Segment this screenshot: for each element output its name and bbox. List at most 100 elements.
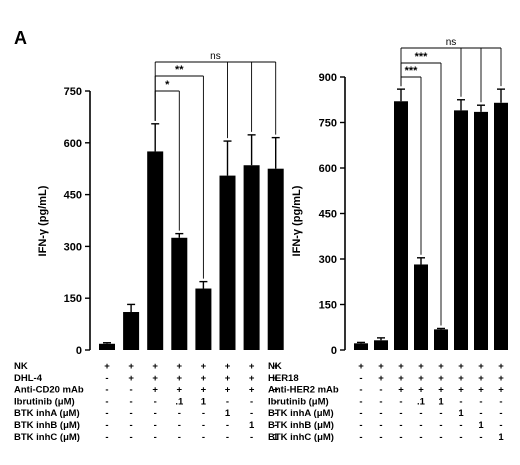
y-tick-label: 150 [64, 293, 82, 305]
condition-cell: - [154, 432, 157, 443]
condition-cell: + [478, 361, 484, 372]
bar [474, 111, 488, 350]
condition-cell: - [479, 408, 482, 419]
condition-cell: 1 [249, 420, 255, 431]
condition-label: Anti-HER2 mAb [268, 385, 339, 396]
condition-cell: - [459, 396, 462, 407]
condition-label: NK [14, 361, 28, 372]
y-tick-label: 900 [319, 72, 337, 84]
condition-cell: + [225, 373, 231, 384]
condition-cell: + [152, 361, 158, 372]
condition-cell: - [439, 432, 442, 443]
y-tick-label: 750 [319, 118, 337, 130]
condition-label: HER18 [268, 373, 299, 384]
condition-cell: - [439, 408, 442, 419]
condition-cell: + [201, 373, 207, 384]
condition-cell: 1 [201, 396, 207, 407]
condition-label: Anti-CD20 mAb [14, 385, 84, 396]
condition-cell: + [249, 373, 255, 384]
condition-cell: + [438, 361, 444, 372]
condition-cell: - [399, 420, 402, 431]
condition-cell: + [418, 361, 424, 372]
condition-cell: - [202, 420, 205, 431]
y-tick-label: 300 [319, 254, 337, 266]
condition-cell: + [177, 373, 183, 384]
bar [147, 151, 164, 350]
condition-cell: + [249, 385, 255, 396]
y-tick-label: 300 [64, 241, 82, 253]
condition-label: Ibrutinib (μM) [14, 396, 75, 407]
y-tick-label: 450 [64, 190, 82, 202]
bar [243, 165, 260, 350]
condition-cell: - [105, 432, 108, 443]
condition-cell: 1 [273, 432, 279, 443]
condition-cell: + [498, 361, 504, 372]
significance-label: *** [405, 65, 419, 77]
condition-label: BTK inhA (μM) [14, 408, 80, 419]
y-tick-label: 600 [319, 163, 337, 175]
condition-cell: - [274, 396, 277, 407]
condition-cell: .1 [175, 396, 184, 407]
condition-cell: + [438, 385, 444, 396]
condition-cell: + [225, 361, 231, 372]
condition-cell: 1 [498, 432, 504, 443]
condition-cell: - [154, 396, 157, 407]
condition-cell: + [273, 373, 279, 384]
condition-cell: + [378, 373, 384, 384]
condition-cell: - [359, 396, 362, 407]
condition-cell: - [399, 408, 402, 419]
condition-label: BTK inhA (μM) [268, 408, 334, 419]
bar [267, 168, 284, 350]
condition-cell: + [128, 373, 134, 384]
y-tick-label: 150 [319, 300, 337, 312]
significance-label: ns [210, 51, 221, 62]
condition-cell: - [178, 420, 181, 431]
condition-cell: - [226, 432, 229, 443]
condition-cell: - [154, 408, 157, 419]
condition-cell: - [479, 432, 482, 443]
condition-cell: + [458, 373, 464, 384]
condition-cell: - [399, 432, 402, 443]
bar [171, 237, 188, 350]
condition-cell: - [178, 408, 181, 419]
bar [123, 312, 140, 350]
y-tick-label: 450 [319, 209, 337, 221]
condition-cell: - [105, 385, 108, 396]
condition-cell: + [418, 385, 424, 396]
condition-cell: - [202, 432, 205, 443]
condition-cell: + [458, 361, 464, 372]
condition-cell: - [419, 408, 422, 419]
condition-cell: - [379, 420, 382, 431]
condition-cell: + [398, 361, 404, 372]
condition-cell: + [378, 361, 384, 372]
significance-label: ns [446, 37, 457, 48]
bar [219, 175, 236, 350]
condition-label: BTK inhC (μM) [268, 432, 334, 443]
condition-cell: - [419, 420, 422, 431]
condition-cell: 1 [478, 420, 484, 431]
condition-cell: + [249, 361, 255, 372]
bar [454, 110, 468, 350]
condition-cell: + [152, 373, 158, 384]
condition-cell: + [438, 373, 444, 384]
condition-cell: - [359, 432, 362, 443]
condition-cell: - [250, 408, 253, 419]
bar [394, 101, 408, 351]
condition-cell: - [499, 420, 502, 431]
condition-cell: 1 [458, 408, 464, 419]
condition-cell: - [399, 396, 402, 407]
condition-cell: + [358, 361, 364, 372]
condition-cell: + [177, 385, 183, 396]
condition-label: BTK inhB (μM) [14, 420, 80, 431]
condition-cell: - [499, 408, 502, 419]
condition-cell: + [273, 361, 279, 372]
condition-cell: - [105, 408, 108, 419]
condition-cell: 1 [438, 396, 444, 407]
condition-cell: - [359, 420, 362, 431]
condition-cell: - [479, 396, 482, 407]
condition-cell: - [499, 396, 502, 407]
condition-cell: - [274, 408, 277, 419]
significance-label: *** [415, 51, 429, 63]
condition-cell: - [130, 408, 133, 419]
